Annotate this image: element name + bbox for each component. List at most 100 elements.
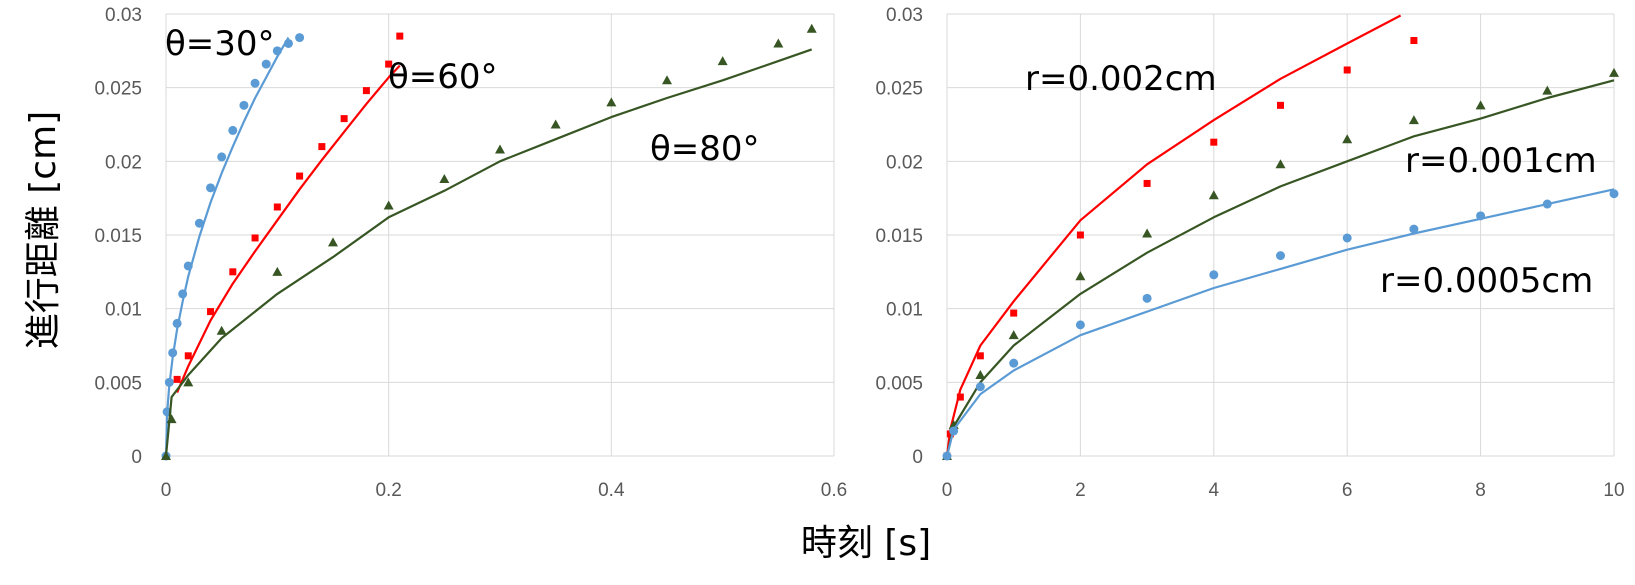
y-tick-label: 0.02 <box>105 152 142 173</box>
data-point <box>1409 224 1419 234</box>
data-point <box>1075 271 1086 281</box>
data-point <box>261 59 271 69</box>
y-tick-label: 0.015 <box>94 226 142 247</box>
data-point <box>1408 115 1419 125</box>
data-point <box>383 200 394 210</box>
data-point <box>184 352 192 360</box>
data-point <box>975 382 985 392</box>
x-tick-labels: 0 0.2 0.4 0.6 <box>161 480 848 501</box>
data-point <box>773 38 784 48</box>
x-tick-label: 6 <box>1342 480 1353 501</box>
x-axis-title: 時刻 [s] <box>801 523 931 564</box>
series-line <box>945 188 1615 457</box>
data-point <box>806 23 817 33</box>
data-point <box>942 451 952 461</box>
data-point <box>216 325 227 335</box>
data-point <box>1009 358 1019 368</box>
data-point <box>166 414 177 424</box>
y-tick-label: 0 <box>131 447 142 468</box>
data-point <box>296 172 304 180</box>
annotation-r-0001: r=0.001cm <box>1405 141 1597 181</box>
series-4-line <box>164 48 813 457</box>
data-point <box>183 261 193 271</box>
data-point <box>1010 309 1018 317</box>
data-point <box>976 352 984 360</box>
data-point <box>1275 159 1286 169</box>
annotation-theta-30: θ=30° <box>165 24 275 64</box>
data-point <box>1008 330 1019 340</box>
data-point <box>250 78 260 88</box>
data-point <box>717 56 728 66</box>
data-point <box>606 97 617 107</box>
y-tick-labels: 0 0.005 0.01 0.015 0.02 0.025 0.03 <box>94 5 142 468</box>
series-0-line <box>164 37 290 457</box>
data-point <box>161 451 171 460</box>
data-point <box>396 32 404 40</box>
data-point <box>272 46 282 56</box>
x-tick-label: 4 <box>1209 480 1220 501</box>
annotation-r-00005: r=0.0005cm <box>1380 261 1593 301</box>
x-tick-label: 2 <box>1075 480 1086 501</box>
data-point <box>1142 293 1152 303</box>
series-5-markers-triangle <box>161 23 817 460</box>
data-point <box>340 115 348 123</box>
x-tick-label: 8 <box>1475 480 1486 501</box>
series-5-markers-circle <box>942 189 1619 461</box>
data-point <box>550 119 561 129</box>
data-point <box>173 375 181 383</box>
data-point <box>194 218 204 228</box>
y-tick-label: 0 <box>912 447 923 468</box>
y-tick-label: 0.025 <box>875 79 923 100</box>
data-point <box>229 268 237 276</box>
y-tick-labels: 0 0.005 0.01 0.015 0.02 0.025 0.03 <box>875 5 923 468</box>
x-tick-label: 0.2 <box>375 480 401 501</box>
series-1-markers-circle <box>161 33 305 461</box>
data-point <box>1143 179 1151 187</box>
y-tick-label: 0.03 <box>886 5 923 26</box>
data-point <box>1343 66 1351 74</box>
y-tick-label: 0.015 <box>875 226 923 247</box>
x-tick-label: 10 <box>1603 480 1624 501</box>
data-point <box>1476 211 1486 221</box>
y-tick-label: 0.025 <box>94 79 142 100</box>
x-tick-label: 0 <box>161 480 172 501</box>
chart-panel-angle: 0 0.2 0.4 0.6 00.0050.010.0150.020.0250.03 … <box>94 5 847 501</box>
data-point <box>1609 189 1619 199</box>
data-point <box>439 174 450 184</box>
series-4-line <box>945 188 1615 457</box>
data-point <box>956 393 964 401</box>
data-point <box>206 183 216 193</box>
series-line <box>164 37 290 457</box>
x-tick-label: 0.4 <box>598 480 625 501</box>
data-point <box>362 87 370 95</box>
data-point <box>1277 101 1284 109</box>
data-point <box>217 152 227 162</box>
series-2-line <box>176 64 401 394</box>
data-point <box>283 38 293 48</box>
annotation-r-0002: r=0.002cm <box>1025 59 1217 99</box>
data-point <box>172 318 182 328</box>
data-point <box>1475 100 1486 110</box>
data-point <box>183 377 194 387</box>
x-tick-labels: 0 2 4 6 8 10 <box>942 480 1625 501</box>
data-point <box>975 369 986 379</box>
data-point <box>662 75 672 85</box>
series-0-line <box>945 14 1402 457</box>
data-point <box>1342 233 1352 243</box>
data-point <box>1142 228 1153 238</box>
data-point <box>495 144 505 154</box>
data-point <box>1210 138 1218 146</box>
data-point <box>318 143 326 151</box>
data-point <box>207 308 215 316</box>
series-3-markers-square <box>173 32 404 383</box>
annotation-theta-60: θ=60° <box>388 57 498 97</box>
data-point <box>949 426 959 436</box>
plot-area <box>161 23 817 461</box>
data-point <box>251 234 259 242</box>
data-point <box>272 266 283 276</box>
data-point <box>228 125 238 135</box>
data-point <box>239 100 249 110</box>
data-point <box>178 289 188 299</box>
gridlines <box>946 13 1615 457</box>
